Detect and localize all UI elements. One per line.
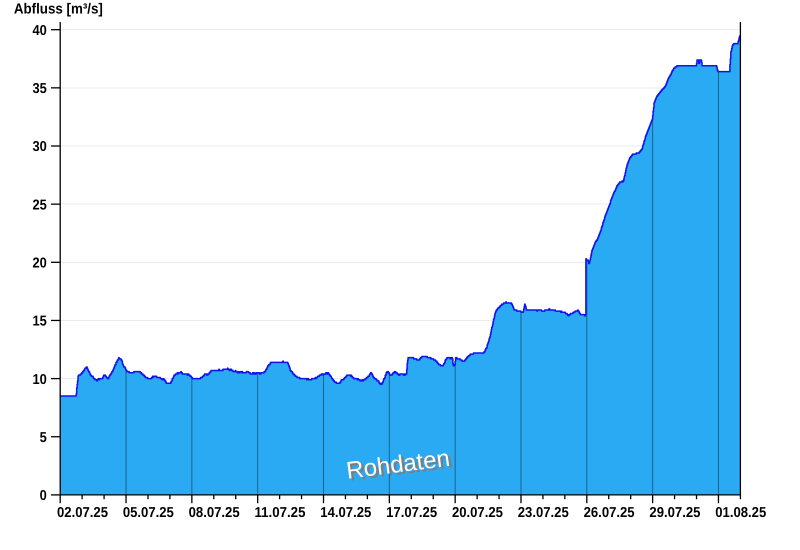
svg-text:23.07.25: 23.07.25 xyxy=(518,505,569,521)
svg-text:05.07.25: 05.07.25 xyxy=(123,505,174,521)
svg-text:01.08.25: 01.08.25 xyxy=(715,505,766,521)
svg-text:08.07.25: 08.07.25 xyxy=(189,505,240,521)
svg-text:0: 0 xyxy=(40,488,47,504)
svg-text:02.07.25: 02.07.25 xyxy=(57,505,108,521)
svg-text:25: 25 xyxy=(33,197,47,213)
svg-text:35: 35 xyxy=(33,81,47,97)
svg-text:15: 15 xyxy=(33,314,47,330)
svg-text:20: 20 xyxy=(33,256,47,272)
svg-text:20.07.25: 20.07.25 xyxy=(452,505,503,521)
svg-text:Abfluss [m³/s]: Abfluss [m³/s] xyxy=(14,2,103,18)
svg-text:10: 10 xyxy=(33,372,47,388)
svg-text:14.07.25: 14.07.25 xyxy=(320,505,371,521)
svg-text:11.07.25: 11.07.25 xyxy=(254,505,305,521)
svg-text:40: 40 xyxy=(33,23,47,39)
svg-text:5: 5 xyxy=(40,430,47,446)
svg-text:26.07.25: 26.07.25 xyxy=(584,505,635,521)
svg-text:17.07.25: 17.07.25 xyxy=(386,505,437,521)
svg-text:29.07.25: 29.07.25 xyxy=(649,505,700,521)
svg-text:30: 30 xyxy=(33,139,47,155)
